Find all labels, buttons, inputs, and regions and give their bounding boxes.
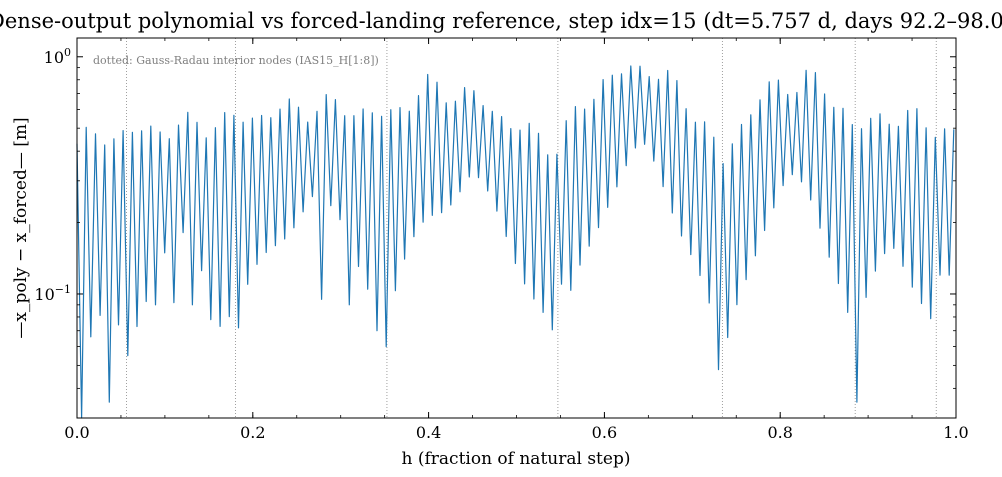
y-axis-label: —x_poly − x_forced— [m] (11, 117, 31, 338)
x-tick-label: 0.0 (64, 423, 89, 442)
y-tick-label: 100 (44, 46, 71, 67)
y-tick-label: 10−1 (34, 283, 71, 304)
series-group (76, 65, 955, 419)
error-series-line (76, 65, 955, 419)
x-axis-label: h (fraction of natural step) (402, 449, 631, 469)
chart-title: Dense-output polynomial vs forced-landin… (0, 9, 1002, 33)
x-tick-label: 0.4 (416, 423, 441, 442)
x-tick-label: 0.2 (240, 423, 265, 442)
ticks-group: 0.0 0.2 0.4 0.6 0.8 1.0 10−1 100 (34, 38, 969, 442)
x-tick-label: 0.6 (592, 423, 617, 442)
x-tick-label: 0.8 (767, 423, 792, 442)
gauss-radau-node-lines (125, 38, 937, 418)
annotation: dotted: Gauss-Radau interior nodes (IAS1… (93, 54, 379, 67)
x-tick-label: 1.0 (943, 423, 968, 442)
